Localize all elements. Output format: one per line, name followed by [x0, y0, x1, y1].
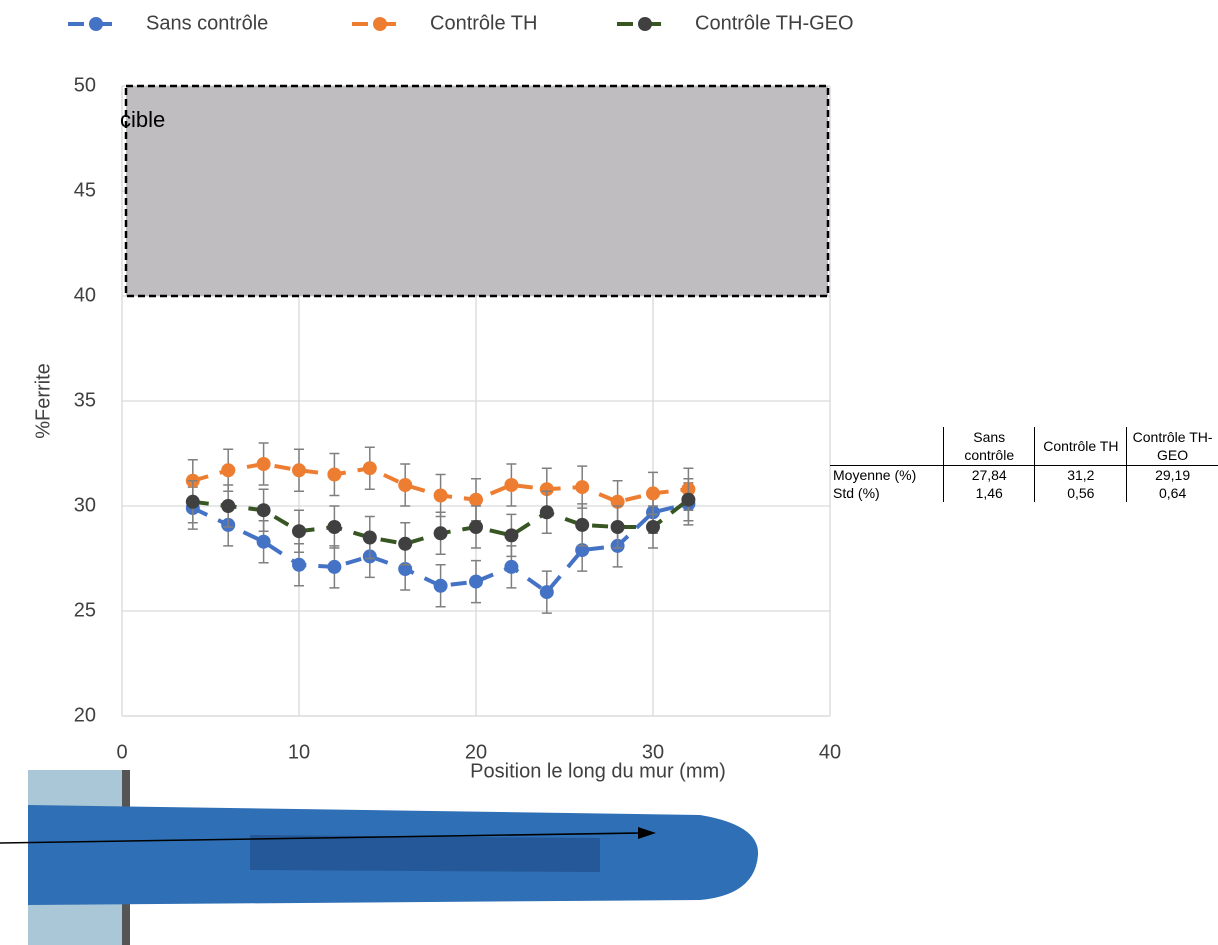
row-label: Moyenne (%) [833, 467, 917, 483]
point [469, 492, 483, 507]
y-tick-label: 40 [74, 284, 96, 306]
point [681, 492, 696, 507]
corner [830, 427, 944, 466]
point [539, 505, 554, 520]
point [398, 536, 413, 551]
y-tick-label: 50 [74, 74, 96, 96]
target-zone [124, 84, 830, 298]
x-tick-label: 10 [288, 741, 310, 763]
cell: 0,56 [1034, 484, 1127, 502]
row-label: Std (%) [833, 485, 880, 501]
legend-marker [638, 17, 652, 31]
col-header: Contrôle TH [1034, 427, 1127, 466]
x-tick-label: 30 [642, 741, 664, 763]
photo-shade [250, 835, 600, 872]
y-tick-label: 25 [74, 599, 96, 621]
point [646, 486, 660, 501]
point [292, 557, 306, 572]
cell: 29,19 [1126, 465, 1218, 484]
legend-marker [89, 17, 103, 31]
point [575, 517, 590, 532]
legend-label: Contrôle TH-GEO [695, 12, 854, 34]
y-tick-label: 20 [74, 704, 96, 726]
series-line [191, 501, 689, 595]
y-tick-label: 35 [74, 389, 96, 411]
point [433, 488, 448, 503]
point [327, 467, 342, 482]
point [469, 520, 483, 534]
point [504, 478, 519, 492]
point [256, 503, 271, 518]
point [292, 524, 306, 539]
y-tick-label: 30 [74, 494, 96, 516]
point [539, 585, 554, 600]
y-axis-label: %Ferrite [32, 363, 54, 439]
stats-table: Sans contrôle Contrôle TH Contrôle TH-GE… [830, 427, 1218, 502]
legend-marker [373, 17, 387, 31]
point [362, 461, 377, 476]
target-label: cible [120, 107, 165, 132]
point [327, 520, 342, 534]
x-axis-label: Position le long du mur (mm) [470, 760, 726, 782]
legend-label: Sans contrôle [146, 12, 268, 34]
point [292, 463, 306, 478]
col-header: Sans contrôle [942, 427, 1035, 466]
point [327, 559, 342, 574]
point [575, 480, 590, 495]
point [256, 534, 271, 549]
point [539, 482, 554, 497]
cell: 0,64 [1126, 484, 1218, 502]
x-tick-label: 20 [465, 741, 487, 763]
point [504, 528, 519, 543]
point [256, 457, 271, 471]
point [433, 578, 448, 593]
point [398, 478, 413, 492]
arrow-head [638, 827, 656, 839]
col-header: Contrôle TH-GEO [1126, 427, 1218, 466]
legend-label: Contrôle TH [430, 12, 537, 34]
wall-photo [0, 770, 759, 945]
point [433, 526, 448, 541]
point [646, 520, 660, 534]
cell: 31,2 [1034, 465, 1127, 484]
x-tick-label: 0 [116, 741, 127, 763]
point [469, 574, 483, 589]
arrow [0, 832, 641, 844]
x-tick-label: 40 [819, 741, 841, 763]
point [221, 463, 236, 478]
point [221, 499, 236, 513]
y-tick-label: 45 [74, 179, 96, 201]
point [504, 559, 519, 574]
point [610, 520, 625, 534]
point [362, 530, 377, 545]
point [185, 494, 200, 509]
cell: 1,46 [942, 484, 1035, 502]
cell: 27,84 [942, 465, 1035, 484]
